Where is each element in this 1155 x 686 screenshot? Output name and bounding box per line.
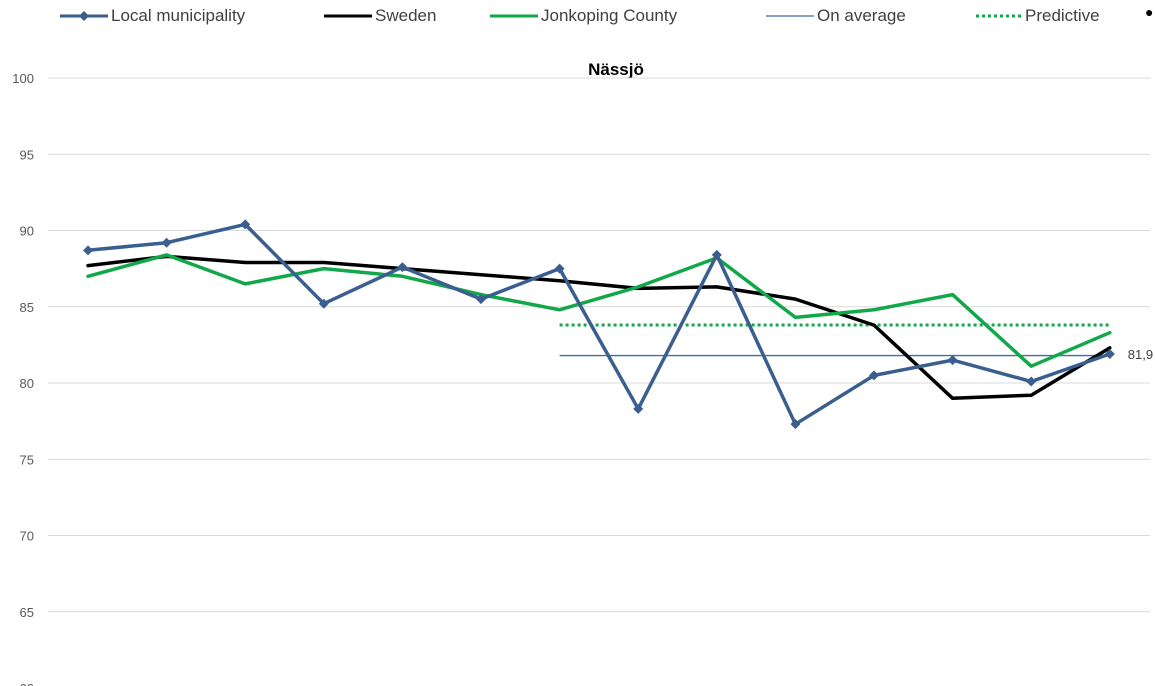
data-label-local-municipality: 81,9 (1128, 347, 1153, 362)
marker-local-municipality-11 (869, 370, 879, 381)
series-line-local-municipality (86, 222, 1112, 426)
marker-local-municipality-9 (711, 249, 722, 260)
y-tick-label-80: 80 (20, 376, 34, 391)
marker-local-municipality-10 (790, 419, 801, 430)
marker-local-municipality-2 (161, 237, 172, 248)
marker-local-municipality-4 (318, 298, 329, 309)
marker-local-municipality-5 (397, 262, 408, 273)
y-tick-label-75: 75 (20, 452, 34, 467)
legend-label-on-average: On average (817, 6, 906, 25)
legend-swatch-predictive (976, 14, 1022, 18)
reference-lines (559, 323, 1110, 357)
marker-local-municipality-3 (240, 219, 251, 230)
y-tick-label-90: 90 (20, 224, 34, 239)
legend-swatch-local-municipality (60, 11, 108, 21)
series-markers (83, 219, 1115, 430)
legend-swatch-on-average (766, 15, 814, 17)
data-labels: 81,9 (1128, 347, 1153, 362)
y-tick-label-70: 70 (20, 529, 34, 544)
y-tick-label-60: 60 (20, 681, 34, 686)
legend-label-sweden: Sweden (375, 6, 437, 25)
legend-label-jonkoping-county: Jonkoping County (541, 6, 678, 25)
y-tick-label-65: 65 (20, 605, 34, 620)
legend-item-sweden: Sweden (324, 4, 436, 28)
marker-local-municipality-13 (1026, 376, 1037, 387)
legend-swatch-jonkoping-county (490, 14, 538, 18)
legend-swatch-sweden (324, 14, 372, 18)
legend-item-local-municipality: Local municipality (58, 4, 245, 28)
series-lines (86, 222, 1112, 426)
chart-legend: Local municipality Sweden Jonkoping Coun… (0, 4, 1155, 28)
marker-local-municipality-12 (947, 355, 958, 366)
marker-local-municipality-8 (633, 403, 644, 414)
marker-local-municipality-6 (476, 294, 486, 305)
series-line-sweden (86, 254, 1112, 401)
legend-item-predictive: Predictive (974, 4, 1100, 28)
y-axis-ticks: 60 65 70 75 80 85 90 95 100 (12, 71, 34, 686)
legend-label-local-municipality: Local municipality (111, 6, 246, 25)
gridlines (48, 77, 1150, 613)
legend-item-jonkoping-county: Jonkoping County (490, 4, 677, 28)
marker-local-municipality-7 (554, 263, 565, 274)
y-tick-label-100: 100 (12, 71, 34, 86)
legend-label-predictive: Predictive (1025, 6, 1100, 25)
chart-title: Nässjö (588, 60, 644, 79)
cropped-legend-marker: ● (1145, 4, 1154, 18)
legend-item-on-average: On average (766, 4, 906, 28)
y-tick-label-95: 95 (20, 147, 34, 162)
marker-local-municipality-1 (83, 245, 93, 256)
marker-local-municipality-14 (1104, 349, 1115, 360)
series-line-jonkoping-county (86, 253, 1112, 368)
y-tick-label-85: 85 (20, 300, 34, 315)
